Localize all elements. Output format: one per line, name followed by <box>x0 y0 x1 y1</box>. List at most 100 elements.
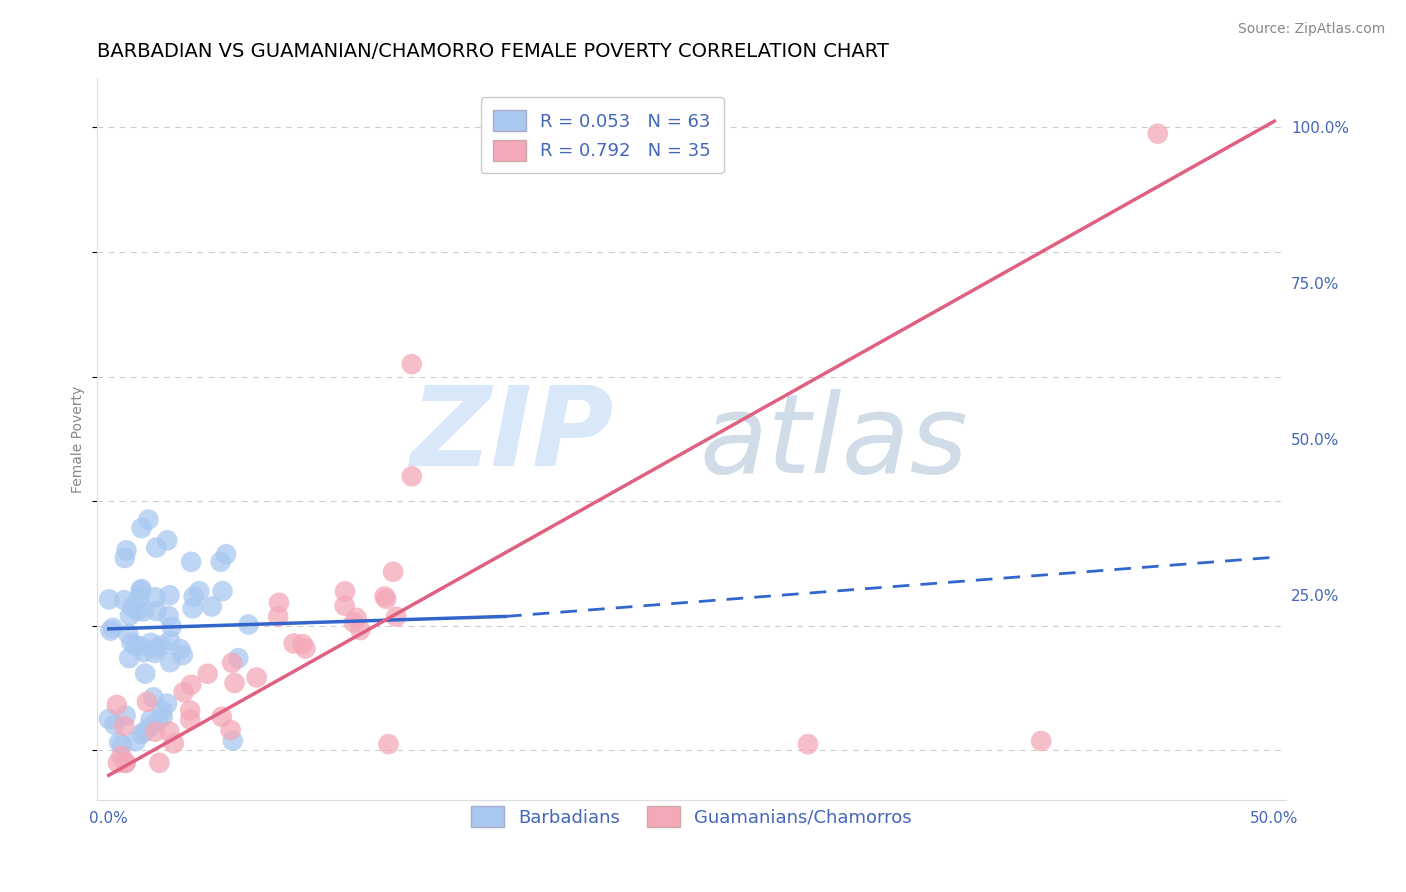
Point <box>131 582 153 596</box>
Point <box>132 645 155 659</box>
Point <box>101 621 124 635</box>
Point <box>375 591 398 606</box>
Point <box>134 724 156 739</box>
Point <box>97 712 120 726</box>
Point <box>138 512 160 526</box>
Point <box>111 738 134 752</box>
Point <box>377 737 399 751</box>
Point <box>103 718 125 732</box>
Point <box>159 633 181 648</box>
Point <box>145 641 167 656</box>
Point <box>385 609 408 624</box>
Point <box>197 666 219 681</box>
Point <box>152 704 174 718</box>
Point <box>134 666 156 681</box>
Point <box>209 555 232 569</box>
Point <box>136 695 159 709</box>
Point <box>107 756 129 770</box>
Point <box>118 608 141 623</box>
Point <box>150 639 173 653</box>
Y-axis label: Female Poverty: Female Poverty <box>72 385 86 492</box>
Point <box>211 709 233 723</box>
Point <box>118 651 141 665</box>
Point <box>146 714 169 728</box>
Point <box>349 623 371 637</box>
Point <box>267 596 290 610</box>
Point <box>215 547 238 561</box>
Point <box>156 533 179 548</box>
Text: atlas: atlas <box>700 389 969 496</box>
Point <box>221 656 243 670</box>
Point <box>121 600 143 615</box>
Point <box>145 604 167 618</box>
Point <box>294 641 316 656</box>
Point <box>333 599 356 613</box>
Point <box>343 615 366 630</box>
Point <box>180 555 202 569</box>
Point <box>179 703 201 717</box>
Point <box>110 748 132 763</box>
Point <box>128 591 150 606</box>
Point <box>143 724 166 739</box>
Point <box>115 543 138 558</box>
Point <box>172 648 194 662</box>
Point <box>114 756 136 770</box>
Point <box>139 713 162 727</box>
Point <box>382 565 405 579</box>
Point <box>127 604 149 618</box>
Point <box>139 636 162 650</box>
Point <box>159 588 181 602</box>
Point <box>131 727 153 741</box>
Point <box>183 590 205 604</box>
Point <box>159 655 181 669</box>
Text: ZIP: ZIP <box>411 382 614 489</box>
Point <box>128 639 150 653</box>
Point <box>181 601 204 615</box>
Point <box>1146 127 1168 141</box>
Point <box>145 591 167 605</box>
Point <box>112 593 135 607</box>
Point <box>283 636 305 650</box>
Point <box>160 620 183 634</box>
Point <box>201 599 224 614</box>
Point <box>157 609 180 624</box>
Point <box>108 735 131 749</box>
Point <box>401 469 423 483</box>
Point <box>219 723 242 737</box>
Legend: Barbadians, Guamanians/Chamorros: Barbadians, Guamanians/Chamorros <box>464 799 920 835</box>
Point <box>222 733 245 747</box>
Text: Source: ZipAtlas.com: Source: ZipAtlas.com <box>1237 22 1385 37</box>
Point <box>797 737 820 751</box>
Point <box>117 627 139 641</box>
Point <box>179 713 201 727</box>
Point <box>374 590 396 604</box>
Point <box>112 719 135 733</box>
Point <box>132 604 155 618</box>
Point <box>105 698 128 712</box>
Point <box>346 611 368 625</box>
Point <box>267 609 290 624</box>
Point <box>401 357 423 371</box>
Point <box>238 617 260 632</box>
Point <box>129 583 152 598</box>
Point <box>333 584 356 599</box>
Point <box>100 624 122 638</box>
Point <box>142 690 165 705</box>
Point <box>114 551 136 566</box>
Point <box>180 678 202 692</box>
Text: BARBADIAN VS GUAMANIAN/CHAMORRO FEMALE POVERTY CORRELATION CHART: BARBADIAN VS GUAMANIAN/CHAMORRO FEMALE P… <box>97 42 889 61</box>
Point <box>246 670 269 684</box>
Point <box>131 521 153 535</box>
Point <box>124 639 146 653</box>
Point <box>291 637 314 651</box>
Point <box>173 685 195 699</box>
Point <box>224 676 246 690</box>
Point <box>143 646 166 660</box>
Point <box>226 651 249 665</box>
Point <box>188 584 211 599</box>
Point <box>169 642 191 657</box>
Point <box>124 734 146 748</box>
Point <box>98 592 121 607</box>
Point <box>1031 734 1053 748</box>
Point <box>211 584 233 599</box>
